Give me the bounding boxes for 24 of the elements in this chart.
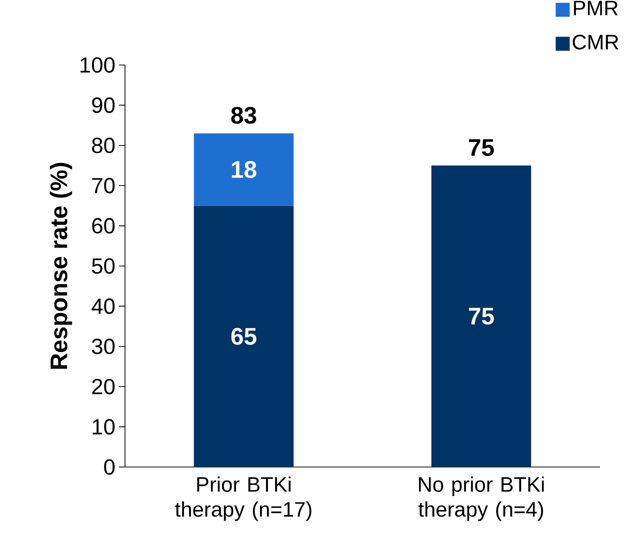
y-tick-label: 60 (92, 218, 115, 234)
y-tick-label: 30 (92, 338, 115, 354)
data-label: 75 (468, 308, 494, 325)
y-tick-label: 50 (92, 258, 115, 274)
y-axis-title: Response rate (%) (50, 162, 72, 369)
data-label: 18 (232, 161, 256, 178)
y-tick-label: 70 (92, 178, 115, 194)
data-label: 65 (231, 328, 256, 345)
y-tick-label: 40 (92, 298, 115, 314)
legend-label: CMR (572, 34, 618, 50)
bar (194, 133, 294, 206)
y-tick-label: 90 (92, 97, 115, 113)
bar (431, 165, 532, 467)
y-tick-label: 0 (104, 459, 115, 475)
x-tick-label: No prior BTKi therapy (n=4) (418, 476, 544, 521)
legend-label: PMR (574, 0, 618, 16)
y-tick-label: 80 (92, 138, 115, 154)
total-label: 83 (231, 106, 256, 124)
y-tick-label: 20 (92, 378, 115, 394)
y-tick-label: 10 (92, 419, 115, 435)
x-tick-label: Prior BTKi therapy (n=17) (175, 476, 312, 521)
bar (194, 206, 294, 467)
y-tick-label: 100 (80, 57, 115, 73)
total-label: 75 (468, 139, 494, 156)
